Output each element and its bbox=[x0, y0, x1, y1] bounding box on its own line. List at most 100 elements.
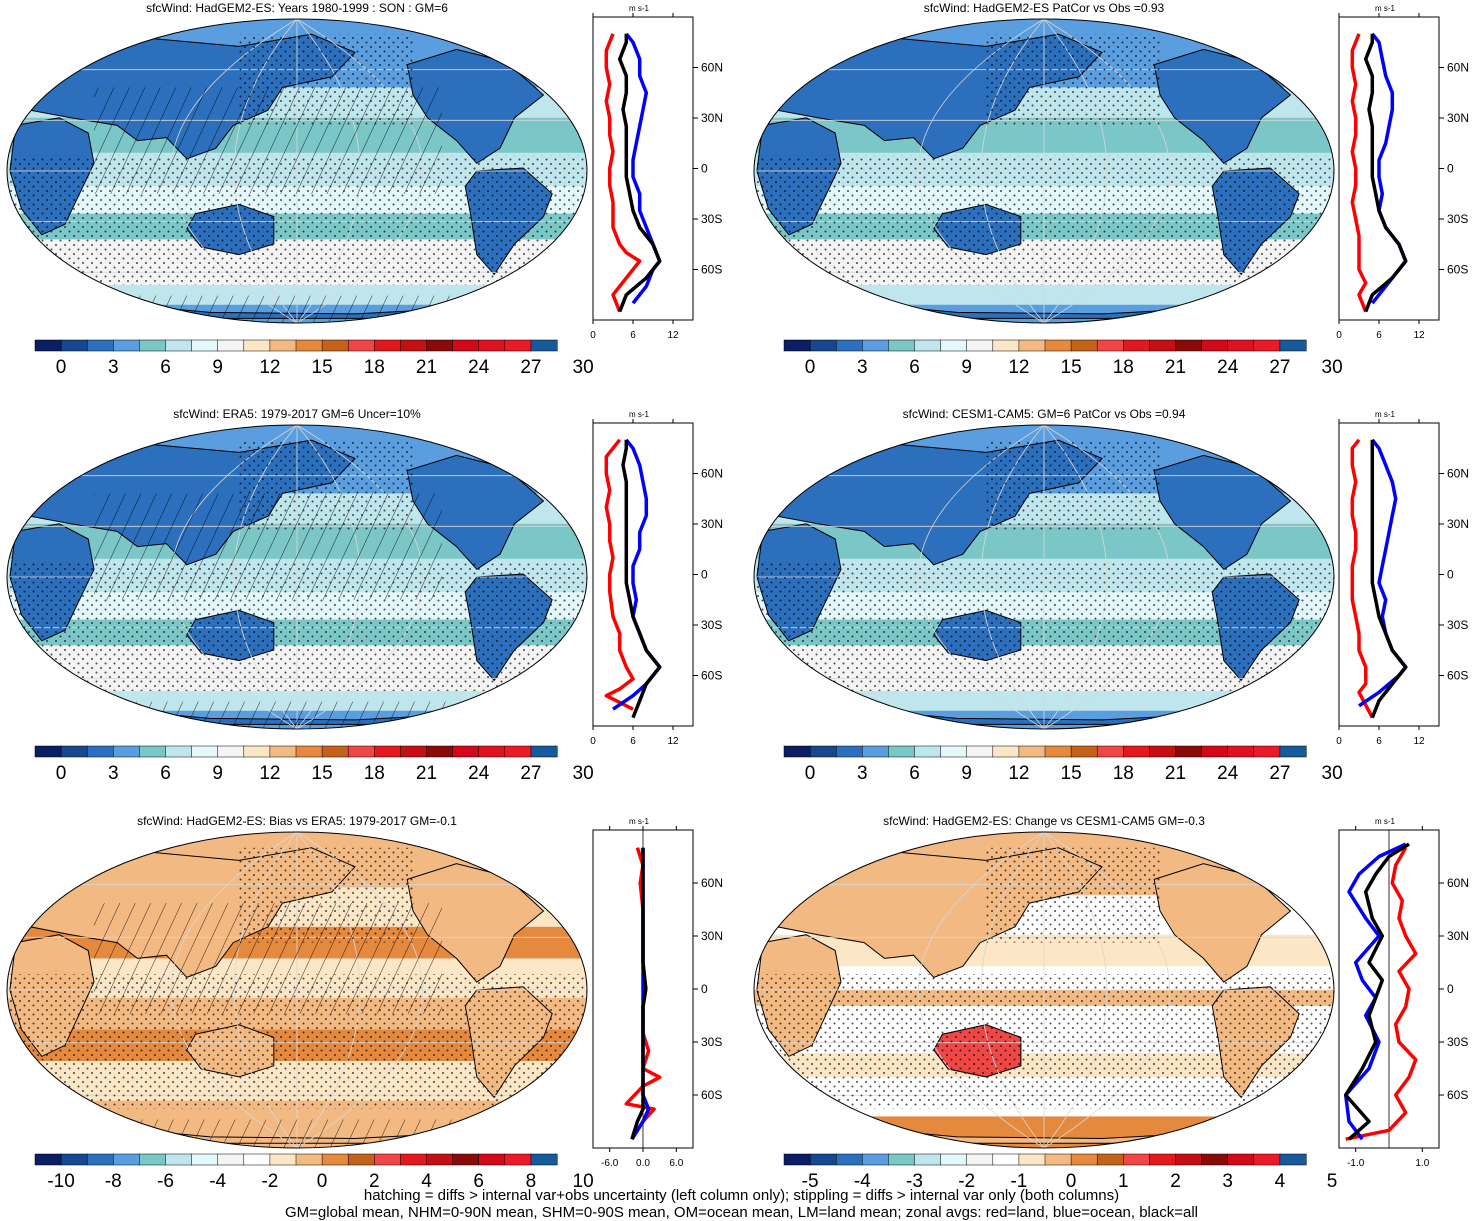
series-line-land bbox=[604, 438, 635, 711]
colorbar-swatch bbox=[914, 339, 942, 352]
colorbar-swatch bbox=[34, 745, 62, 758]
colorbar-swatch bbox=[1279, 339, 1307, 352]
map-field bbox=[754, 19, 1334, 323]
colorbar-tick-label: -5 bbox=[802, 1171, 819, 1192]
colorbar-swatch bbox=[400, 745, 428, 758]
colorbar-swatch bbox=[940, 745, 968, 758]
lat-tick-label: 60S bbox=[1447, 1088, 1468, 1102]
zonal-panel-3: m s-1 60N 30N 0 30S 60S 0 6 12 bbox=[590, 410, 723, 747]
colorbar-swatch bbox=[1253, 745, 1281, 758]
lat-tick-label: 60N bbox=[701, 61, 723, 75]
colorbar-swatch bbox=[783, 339, 811, 352]
colorbar-swatch bbox=[1149, 745, 1177, 758]
series-line-all bbox=[1343, 842, 1410, 1141]
colorbar-swatch bbox=[1070, 1153, 1098, 1166]
colorbar-tick-label: -1 bbox=[1010, 1171, 1027, 1192]
colorbar-swatch bbox=[165, 1153, 193, 1166]
colorbar-swatch bbox=[1123, 745, 1150, 758]
colorbar-swatch bbox=[1070, 745, 1098, 758]
x-tick-label: -1.0 bbox=[1347, 1158, 1365, 1169]
x-tick-label: -6.0 bbox=[601, 1158, 619, 1169]
colorbar-tick-label: 3 bbox=[108, 763, 119, 784]
zonal-panel-5: m s-1 60N 30N 0 30S 60S -6.0 0.0 6.0 bbox=[592, 817, 723, 1169]
colorbar-3: 0 3 6 9 12 15 18 21 24 27 30 bbox=[34, 745, 594, 784]
colorbar-tick-label: -4 bbox=[854, 1171, 871, 1192]
colorbar-tick-label: 10 bbox=[573, 1171, 594, 1192]
colorbar-swatch bbox=[1201, 339, 1229, 352]
panel-title: sfcWind: ERA5: 1979-2017 GM=6 Uncer=10% bbox=[173, 407, 421, 421]
colorbar-swatch bbox=[530, 339, 558, 352]
colorbar-swatch bbox=[347, 1153, 375, 1166]
colorbar-swatch bbox=[1279, 1153, 1307, 1166]
lat-tick-label: 0 bbox=[701, 568, 708, 582]
zonal-panel-1: m s-1 60N 30N 0 30S 60S 0 6 12 bbox=[590, 4, 723, 341]
colorbar-tick-label: 9 bbox=[212, 763, 223, 784]
x-tick-label: 6 bbox=[630, 330, 636, 341]
lat-tick-label: 30N bbox=[1447, 111, 1469, 125]
colorbar-tick-label: 18 bbox=[1113, 763, 1134, 784]
map-outline bbox=[6, 424, 588, 730]
map-panel-5: sfcWind: HadGEM2-ES: Bias vs ERA5: 1979-… bbox=[6, 814, 588, 1149]
colorbar-swatch bbox=[452, 1153, 480, 1166]
colorbar-swatch bbox=[139, 745, 167, 758]
colorbar-swatch bbox=[783, 1153, 811, 1166]
colorbar-tick-label: 6 bbox=[473, 1171, 484, 1192]
lat-tick-label: 60S bbox=[701, 1088, 722, 1102]
colorbar-swatch bbox=[888, 339, 916, 352]
colorbar-tick-label: 5 bbox=[1327, 1171, 1338, 1192]
colorbar-tick-label: 6 bbox=[909, 763, 920, 784]
colorbar-tick-label: 0 bbox=[805, 357, 816, 378]
colorbar-tick-label: 12 bbox=[259, 763, 280, 784]
hatching-overlay bbox=[94, 493, 442, 600]
zonal-unit-label: m s-1 bbox=[1375, 4, 1396, 13]
continent-greenland bbox=[1298, 844, 1334, 884]
colorbar-swatch bbox=[400, 1153, 428, 1166]
lat-tick-label: 30S bbox=[701, 1035, 722, 1049]
colorbar-tick-label: 2 bbox=[1170, 1171, 1181, 1192]
colorbar-swatch bbox=[914, 745, 942, 758]
x-tick-label: 12 bbox=[667, 330, 679, 341]
colorbar-swatch bbox=[1018, 339, 1046, 352]
colorbar-swatch bbox=[530, 1153, 558, 1166]
colorbar-swatch bbox=[1175, 745, 1203, 758]
colorbar-swatch bbox=[504, 745, 532, 758]
colorbar-swatch bbox=[113, 1153, 140, 1166]
zonal-unit-label: m s-1 bbox=[1375, 410, 1396, 419]
series-line-land bbox=[1350, 438, 1374, 719]
colorbar-swatch bbox=[60, 339, 88, 352]
colorbar-tick-label: 15 bbox=[1061, 357, 1082, 378]
hatching-overlay-south bbox=[7, 1119, 587, 1148]
zonal-panel-4: m s-1 60N 30N 0 30S 60S 0 6 12 bbox=[1336, 410, 1469, 747]
hatching-overlay-south bbox=[7, 295, 587, 323]
colorbar-swatch bbox=[426, 745, 454, 758]
colorbar-swatch bbox=[1096, 1153, 1124, 1166]
colorbar-tick-label: 2 bbox=[369, 1171, 380, 1192]
colorbar-swatch bbox=[269, 745, 297, 758]
colorbar-swatch bbox=[295, 745, 323, 758]
colorbar-swatch bbox=[835, 1153, 863, 1166]
colorbar-swatch bbox=[966, 1153, 994, 1166]
colorbar-swatch bbox=[1123, 339, 1150, 352]
colorbar-swatch bbox=[809, 339, 837, 352]
colorbar-swatch bbox=[60, 745, 88, 758]
series-line-all bbox=[1370, 439, 1408, 719]
map-panel-3: sfcWind: ERA5: 1979-2017 GM=6 Uncer=10% bbox=[6, 407, 588, 730]
colorbar-tick-label: -4 bbox=[209, 1171, 226, 1192]
colorbar-swatch bbox=[374, 745, 401, 758]
x-tick-label: 6 bbox=[630, 736, 636, 747]
series-line-all bbox=[621, 439, 662, 719]
series-line-land bbox=[1345, 846, 1418, 1141]
colorbar-swatch bbox=[295, 339, 323, 352]
colorbar-tick-label: 18 bbox=[1113, 357, 1134, 378]
zonal-unit-label: m s-1 bbox=[629, 410, 650, 419]
colorbar-tick-label: -8 bbox=[105, 1171, 122, 1192]
colorbar-tick-label: 0 bbox=[1066, 1171, 1077, 1192]
panel-title: sfcWind: CESM1-CAM5: GM=6 PatCor vs Obs … bbox=[903, 407, 1186, 421]
colorbar-swatch bbox=[217, 1153, 245, 1166]
colorbar-tick-label: 27 bbox=[520, 357, 541, 378]
colorbar-tick-label: 6 bbox=[160, 357, 171, 378]
lat-tick-label: 0 bbox=[1447, 982, 1454, 996]
colorbar-swatch bbox=[374, 1153, 401, 1166]
lat-tick-label: 60S bbox=[1447, 669, 1468, 683]
colorbar-swatch bbox=[1044, 745, 1072, 758]
